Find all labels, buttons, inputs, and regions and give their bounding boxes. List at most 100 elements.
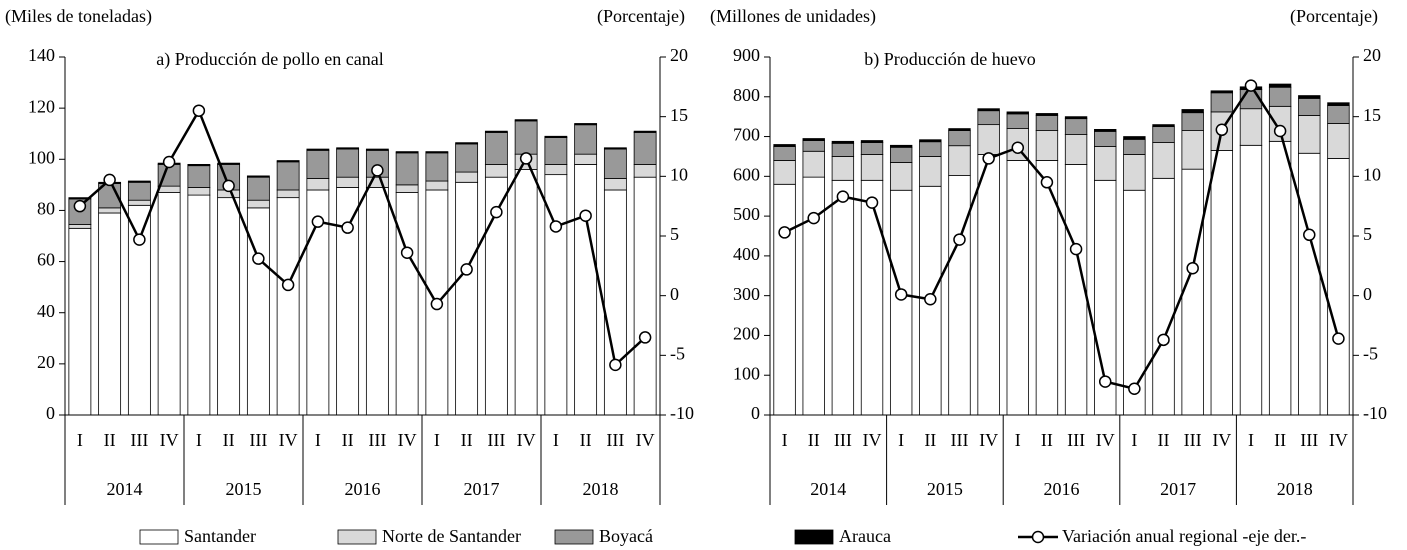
bar-segment (1239, 108, 1263, 146)
bar-segment (1152, 124, 1175, 128)
line-marker (1069, 242, 1083, 256)
bar-segment (484, 130, 508, 133)
bar-segment (1123, 136, 1146, 140)
line-marker (222, 179, 235, 193)
bar-segment (544, 137, 568, 165)
bar-segment (1210, 90, 1234, 94)
line-marker (1244, 79, 1258, 92)
bar-segment (1006, 111, 1029, 115)
line-marker (579, 209, 592, 222)
bar-segment (633, 130, 657, 133)
bar-segment (1035, 113, 1059, 116)
bar-segment (1064, 163, 1088, 416)
x-group-label: 2015 (927, 479, 963, 499)
bar-segment (98, 207, 122, 214)
bar-segment (187, 163, 211, 167)
bar-segment (365, 148, 389, 151)
bar-segment (1181, 112, 1204, 131)
bar-segment (919, 139, 942, 143)
x-tick-label: I (1015, 430, 1021, 450)
y-tick-label: 120 (28, 96, 55, 116)
bar-segment (1123, 189, 1146, 416)
bar-segment (276, 189, 300, 199)
y2-axis-label: (Porcentaje) (597, 6, 685, 27)
line-marker (192, 104, 206, 117)
y-tick-label: 80 (37, 199, 55, 219)
x-tick-label: IV (279, 430, 298, 450)
x-tick-label: I (782, 430, 788, 450)
bar-segment (831, 142, 855, 157)
x-tick-label: IV (636, 430, 655, 450)
x-tick-label: IV (398, 430, 417, 450)
bar-segment (919, 141, 942, 157)
bar-segment (276, 197, 300, 416)
bar-segment (860, 142, 884, 155)
x-tick-label: II (1274, 430, 1286, 450)
bar-segment (948, 128, 971, 131)
bar-segment (1152, 177, 1175, 416)
line-marker (1273, 124, 1287, 138)
line-marker (894, 288, 908, 301)
legend-label: Variación anual regional -eje der.- (1062, 526, 1306, 546)
y2-tick-label: 15 (670, 105, 688, 125)
x-tick-label: III (1067, 430, 1085, 450)
x-group-label: 2017 (1160, 479, 1196, 499)
x-group-label: 2017 (464, 479, 500, 499)
bar-segment (246, 199, 270, 209)
line-marker (133, 233, 146, 246)
bar-segment (187, 194, 211, 416)
bar-segment (977, 124, 1000, 155)
line-marker (162, 155, 176, 169)
x-tick-label: IV (979, 430, 998, 450)
bar-segment (1094, 130, 1117, 147)
y-tick-label: 60 (37, 250, 55, 270)
bar-segment (306, 178, 330, 191)
bar-segment (514, 119, 538, 122)
line-marker (924, 292, 937, 306)
x-tick-label: IV (1212, 430, 1231, 450)
x-tick-label: I (1248, 430, 1254, 450)
bar-segment (127, 180, 151, 183)
line-marker (836, 190, 850, 203)
legend-label: Santander (184, 526, 256, 546)
y2-tick-label: -5 (1363, 343, 1378, 363)
bar-segment (157, 185, 181, 193)
line-marker (807, 211, 820, 225)
y-tick-label: 100 (733, 363, 760, 383)
y-tick-label: 0 (751, 403, 760, 423)
bar-segment (1123, 154, 1146, 191)
line-marker (1157, 333, 1170, 347)
legend-marker (1031, 530, 1045, 544)
bar-segment (276, 161, 300, 191)
line-marker (1215, 123, 1229, 137)
bar-segment (395, 192, 419, 416)
line-marker (73, 199, 87, 213)
bar-segment (889, 162, 913, 191)
bar-segment (484, 163, 508, 178)
bar-segment (395, 151, 419, 154)
line-marker (400, 246, 414, 259)
bar-segment (773, 160, 796, 185)
bar-segment (889, 146, 913, 163)
y-tick-label: 800 (733, 85, 760, 105)
x-group-label: 2015 (226, 479, 262, 499)
bar-segment (514, 169, 538, 416)
line-marker (1040, 176, 1054, 189)
bar-segment (157, 192, 181, 416)
line-marker (865, 196, 879, 209)
bar-segment (455, 143, 479, 173)
line-marker (430, 297, 444, 311)
bar-segment (276, 160, 300, 163)
y2-tick-label: 0 (670, 284, 679, 304)
x-tick-label: III (249, 430, 267, 450)
bar-segment (860, 140, 884, 143)
x-group-label: 2016 (345, 479, 381, 499)
bar-segment (831, 179, 855, 416)
bar-segment (889, 189, 913, 416)
bar-segment (574, 153, 598, 165)
x-tick-label: IV (160, 430, 179, 450)
x-tick-label: IV (517, 430, 536, 450)
bar-segment (919, 156, 942, 187)
line-marker (1332, 332, 1345, 345)
x-tick-label: I (77, 430, 83, 450)
